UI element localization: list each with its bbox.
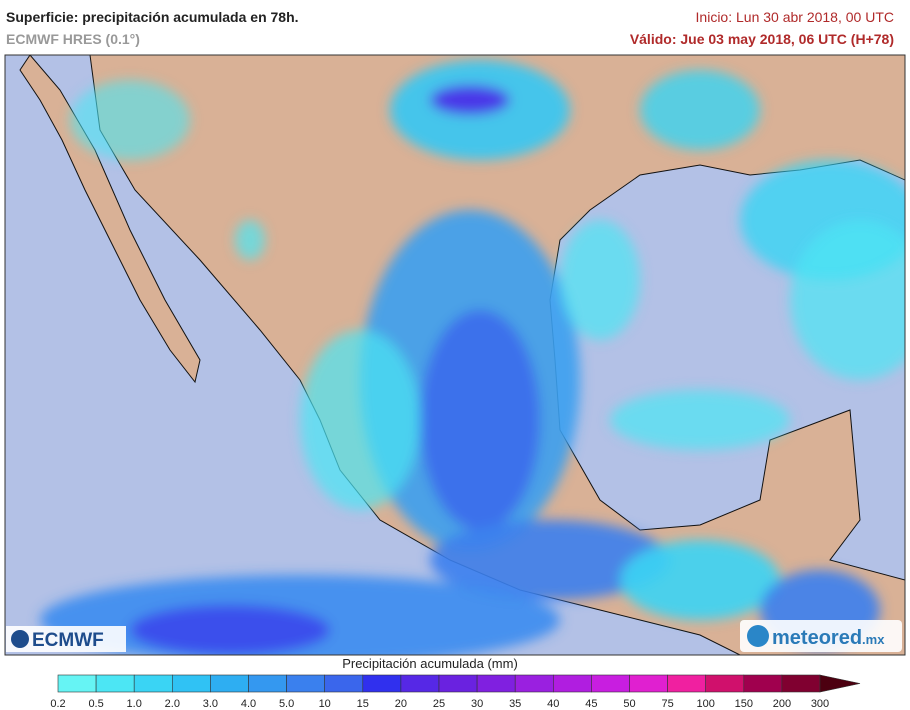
init-time: Inicio: Lun 30 abr 2018, 00 UTC — [695, 9, 894, 25]
colorbar-segment — [95, 674, 135, 693]
colorbar-segment — [324, 674, 364, 693]
colorbar-segment — [667, 674, 706, 693]
meteored-logo: meteored.mx — [772, 627, 885, 649]
colorbar-label: 75 — [661, 698, 673, 710]
colorbar-label: 40 — [547, 698, 559, 710]
colorbar-label: 1.0 — [127, 698, 142, 710]
colorbar-segment — [57, 674, 97, 693]
colorbar-segment — [705, 674, 745, 693]
colorbar-segment — [476, 674, 516, 693]
colorbar-segment — [591, 674, 630, 693]
colorbar-arrow — [819, 674, 861, 693]
colorbar-label: 4.0 — [241, 698, 256, 710]
colorbar-label: 100 — [697, 698, 715, 710]
colorbar-label: 0.2 — [50, 698, 65, 710]
colorbar-segment — [172, 674, 211, 693]
colorbar-segment — [248, 674, 287, 693]
ecmwf-logo-icon — [11, 630, 29, 648]
colorbar-segment — [286, 674, 326, 693]
map-area: ECMWF meteored.mx — [5, 55, 905, 655]
precipitation — [40, 60, 905, 655]
colorbar-segment — [743, 674, 783, 693]
colorbar-label: 150 — [735, 698, 753, 710]
colorbar-label: 200 — [773, 698, 791, 710]
colorbar-label: 20 — [395, 698, 407, 710]
colorbar-label: 30 — [471, 698, 483, 710]
colorbar: 0.2 0.5 1.0 2.0 3.0 4.0 5.0 10 15 20 25 30 35 40 45 50 7… — [50, 674, 861, 710]
colorbar-label: 3.0 — [203, 698, 218, 710]
colorbar-segment — [210, 674, 249, 693]
colorbar-segment — [781, 674, 821, 693]
colorbar-segment — [400, 674, 440, 693]
colorbar-label: 50 — [623, 698, 635, 710]
colorbar-label: 2.0 — [165, 698, 180, 710]
valid-time: Válido: Jue 03 may 2018, 06 UTC (H+78) — [629, 31, 894, 47]
meteored-logo-icon — [747, 625, 769, 647]
baja-california — [19, 55, 201, 384]
map-frame — [4, 54, 906, 656]
model-name: ECMWF HRES (0.1°) — [6, 31, 140, 47]
colorbar-segment — [133, 674, 173, 693]
meteored-logo-box — [740, 620, 902, 652]
colorbar-segment — [362, 674, 402, 693]
colorbar-label: 25 — [433, 698, 445, 710]
ecmwf-logo: ECMWF — [32, 630, 104, 651]
colorbar-label: 10 — [319, 698, 331, 710]
colorbar-label: 45 — [585, 698, 597, 710]
colorbar-segment — [629, 674, 668, 693]
legend-title: Precipitación acumulada (mm) — [342, 656, 518, 671]
meteored-name: meteored — [772, 627, 862, 649]
colorbar-segment — [514, 674, 554, 693]
colorbar-label: 35 — [509, 698, 521, 710]
colorbar-segment — [552, 674, 592, 693]
colorbar-segment — [438, 674, 478, 693]
map-title: Superficie: precipitación acumulada en 7… — [6, 9, 299, 25]
colorbar-label: 0.5 — [88, 698, 103, 710]
meteored-suffix: .mx — [862, 632, 885, 647]
colorbar-label: 5.0 — [279, 698, 294, 710]
colorbar-label: 15 — [357, 698, 369, 710]
colorbar-label: 300 — [811, 698, 829, 710]
